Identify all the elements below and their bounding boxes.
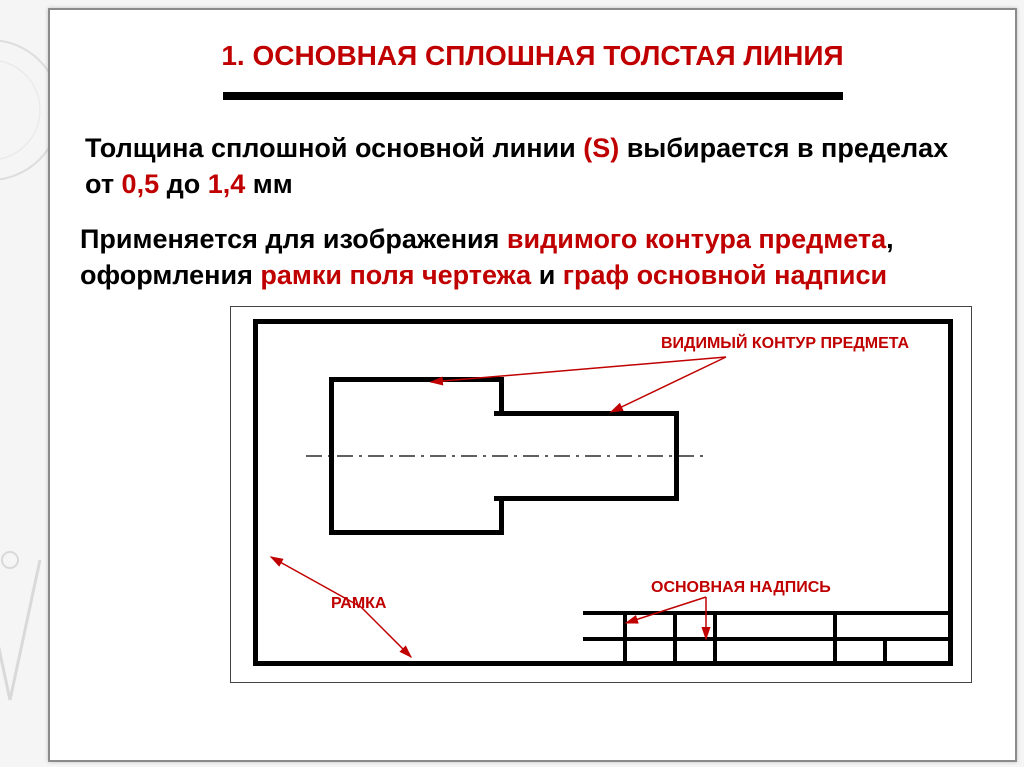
value-min: 0,5 (122, 169, 160, 199)
hl-contour: видимого контура предмета (507, 224, 886, 254)
symbol-s: (S) (583, 133, 619, 163)
value-max: 1,4 (208, 169, 246, 199)
callout-arrows (231, 307, 971, 682)
text: Толщина сплошной основной линии (85, 133, 583, 163)
paragraph-thickness: Толщина сплошной основной линии (S) выби… (85, 130, 965, 203)
hl-frame: рамки поля чертежа (260, 260, 531, 290)
hl-titleblock: граф основной надписи (563, 260, 887, 290)
diagram: ВИДИМЫЙ КОНТУР ПРЕДМЕТА РАМКА ОСНОВНАЯ Н… (230, 306, 972, 683)
text: и (531, 260, 563, 290)
slide-title: 1. ОСНОВНАЯ СПЛОШНАЯ ТОЛСТАЯ ЛИНИЯ (50, 40, 1015, 72)
slide: 1. ОСНОВНАЯ СПЛОШНАЯ ТОЛСТАЯ ЛИНИЯ Толщи… (48, 8, 1017, 762)
text: до (159, 169, 208, 199)
thick-line-sample (223, 92, 843, 100)
text: Применяется для изображения (80, 224, 507, 254)
text: мм (245, 169, 292, 199)
paragraph-usage: Применяется для изображения видимого кон… (80, 221, 975, 294)
